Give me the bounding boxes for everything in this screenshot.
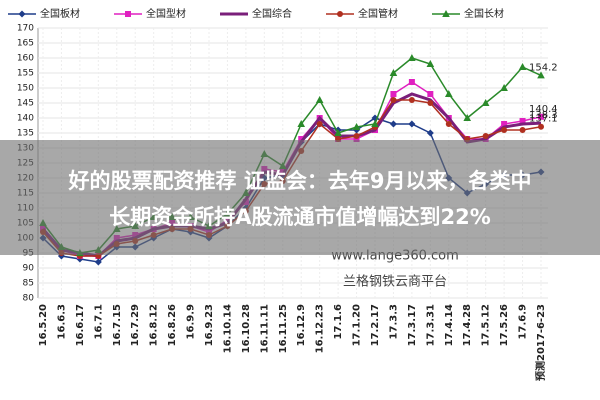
x-tick-label: 17.4.28 [462, 304, 473, 346]
point [427, 100, 434, 106]
x-tick-label: 16.7.15 [112, 304, 123, 346]
legend-label: 全国综合 [252, 7, 292, 20]
y-tick-label: 145 [17, 99, 34, 109]
legend-label: 全国管材 [358, 7, 398, 20]
point [501, 127, 508, 133]
point [94, 258, 102, 266]
point [408, 54, 416, 61]
x-tick-label: 17.5.26 [499, 304, 510, 346]
x-tick-label: 17.6.9 [518, 304, 529, 339]
x-tick-label: 17.3.17 [407, 304, 418, 346]
x-tick-label: 16.6.3 [56, 304, 67, 339]
point [316, 121, 323, 127]
legend: 全国板材 全国型材 全国综合 全国管材 全国长材 [8, 7, 504, 20]
x-tick-label: 17.1.20 [352, 304, 363, 346]
legend-marker [18, 10, 26, 18]
point [444, 90, 453, 97]
point [500, 84, 508, 91]
point [298, 136, 305, 142]
value-label: 154.2 [529, 62, 558, 73]
point [426, 60, 435, 67]
headline: 好的股票配资推荐 证监会：去年9月以来，各类中 [68, 169, 532, 193]
x-tick-label: 预测2017-6-23 [534, 304, 547, 381]
headline: 长期资金所持A股流通市值增幅达到22% [109, 205, 491, 229]
x-tick-label: 16.12.9 [296, 304, 307, 346]
x-tick-label: 16.7.1 [93, 304, 104, 339]
x-tick-label: 17.3.3 [388, 304, 399, 339]
value-label: 137.1 [529, 114, 558, 125]
y-tick-label: 140 [17, 114, 34, 124]
point [519, 127, 526, 133]
x-tick-label: 16.5.20 [38, 304, 49, 346]
legend-label: 全国型材 [146, 7, 186, 20]
value-label: 140.4 [529, 104, 558, 115]
x-tick-label: 17.5.12 [481, 304, 492, 346]
legend-marker [442, 10, 450, 17]
x-tick-label: 17.1.6 [333, 304, 344, 339]
legend-label: 全国板材 [40, 7, 80, 20]
value-label: 138.3 [529, 110, 558, 121]
y-tick-label: 135 [17, 129, 34, 139]
x-tick-label: 16.11.25 [278, 304, 289, 353]
y-tick-label: 155 [17, 69, 34, 79]
point [518, 63, 527, 70]
legend-label: 全国长材 [464, 7, 504, 20]
point [390, 91, 397, 97]
y-tick-label: 170 [17, 24, 34, 34]
point [463, 114, 472, 121]
point [538, 123, 544, 130]
y-tick-label: 90 [23, 264, 35, 274]
x-tick-label: 16.9.23 [204, 304, 215, 346]
x-tick-label: 16.6.17 [75, 304, 86, 346]
x-tick-label: 16.8.26 [167, 304, 178, 346]
point [390, 97, 397, 103]
x-tick-label: 17.4.14 [444, 304, 455, 346]
x-tick-label: 16.7.29 [130, 304, 141, 346]
point [408, 120, 416, 128]
point [481, 99, 490, 106]
point [427, 91, 434, 97]
point [445, 121, 452, 127]
x-tick-label: 16.12.23 [315, 304, 326, 353]
point [519, 118, 526, 124]
point [482, 133, 489, 139]
point [353, 133, 360, 139]
point [334, 129, 342, 136]
point [501, 121, 508, 127]
x-tick-label: 16.10.14 [222, 304, 233, 353]
y-tick-label: 80 [23, 294, 35, 304]
y-tick-label: 85 [23, 279, 34, 289]
point [389, 120, 397, 128]
y-tick-label: 150 [17, 84, 34, 94]
legend-marker [337, 11, 343, 17]
banner [0, 140, 600, 255]
point [426, 129, 434, 137]
point [538, 113, 544, 120]
point [537, 71, 545, 79]
point [389, 69, 398, 76]
point [371, 120, 379, 127]
watermark: 兰格钢铁云商平台 [343, 274, 447, 290]
x-tick-label: 16.8.12 [149, 304, 160, 346]
point [408, 79, 415, 85]
point [297, 120, 306, 127]
point [315, 96, 324, 103]
x-tick-label: 16.9.9 [186, 304, 197, 339]
point [408, 97, 415, 103]
y-tick-label: 160 [17, 54, 34, 64]
x-tick-label: 17.3.31 [425, 304, 436, 346]
point [352, 123, 361, 130]
y-tick-label: 165 [17, 39, 34, 49]
legend-marker [125, 11, 131, 17]
x-tick-label: 17.2.17 [370, 304, 381, 346]
x-tick-label: 16.11.11 [259, 304, 270, 353]
x-tick-label: 16.10.28 [241, 304, 252, 353]
